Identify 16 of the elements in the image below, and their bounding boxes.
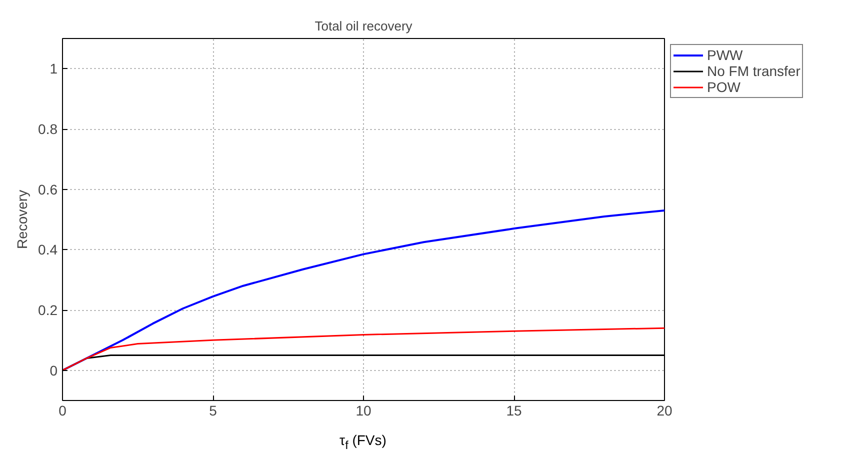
legend-label: POW bbox=[707, 79, 740, 95]
legend-label: No FM transfer bbox=[707, 63, 800, 79]
x-tick-label: 15 bbox=[506, 402, 522, 418]
x-tick-label: 5 bbox=[209, 402, 218, 418]
y-tick-label: 1 bbox=[50, 60, 58, 77]
y-tick-label: 0.6 bbox=[38, 181, 58, 198]
y-tick-label: 0.2 bbox=[38, 302, 58, 318]
x-axis-title: τ$_{f}$ (FVs) bbox=[338, 432, 388, 453]
y-tick-label: 0 bbox=[50, 362, 58, 378]
x-tick-label: 20 bbox=[656, 402, 672, 418]
x-tick-label: 10 bbox=[356, 402, 372, 418]
y-axis-title: Recovery bbox=[14, 190, 30, 250]
y-tick-label: 0.4 bbox=[38, 242, 58, 258]
legend-label: PWW bbox=[707, 47, 743, 63]
chart-title: Total oil recovery bbox=[314, 18, 413, 34]
y-tick-label: 0.8 bbox=[38, 121, 58, 137]
